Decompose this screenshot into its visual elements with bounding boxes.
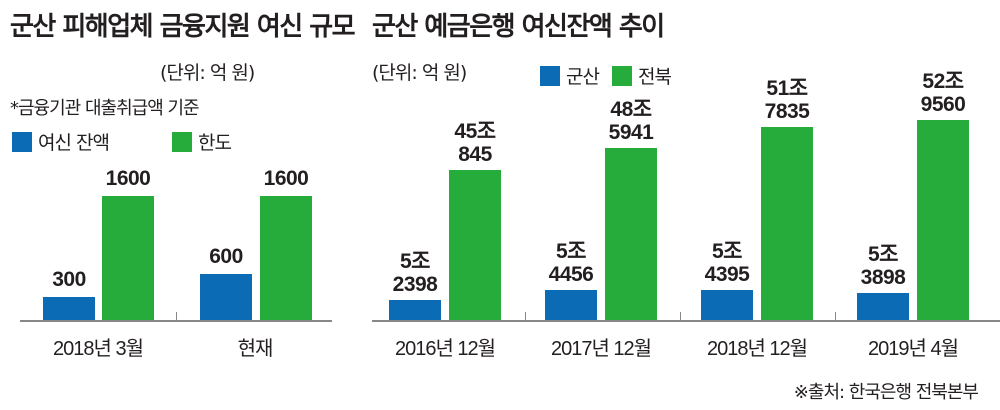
bar-jeonbuk (449, 170, 501, 320)
data-label: 300 (52, 267, 86, 291)
right-chart-title: 군산 예금은행 여신잔액 추이 (372, 12, 665, 42)
data-label: 5조 3898 (860, 242, 906, 289)
bar-jeonbuk (761, 127, 813, 320)
left-chart-note: *금융기관 대출취급액 기준 (10, 98, 200, 119)
source-note: ※출처: 한국은행 전북본부 (793, 382, 979, 403)
bar-gunsan (857, 292, 909, 320)
x-tick-label: 2018년 12월 (706, 338, 808, 360)
data-label: 48조 5941 (608, 97, 654, 144)
data-label: 45조 845 (454, 120, 496, 166)
left-chart-title: 군산 피해업체 금융지원 여신 규모 (10, 12, 356, 42)
group-divider-tick (835, 312, 836, 320)
x-axis (20, 320, 332, 322)
group-divider-tick (680, 312, 681, 320)
x-tick-label: 현재 (237, 338, 274, 360)
legend-item-gunsan: 군산 (540, 62, 600, 89)
legend-item-limit: 한도 (172, 128, 232, 155)
legend-label: 여신 잔액 (38, 132, 110, 154)
group-divider-tick (176, 312, 177, 320)
bar-jeonbuk (605, 147, 657, 320)
x-tick-label: 2018년 3월 (53, 338, 144, 360)
bar-gunsan (545, 289, 597, 320)
group-divider-tick (525, 312, 526, 320)
x-axis (372, 320, 1000, 322)
data-label: 5조 4395 (704, 240, 750, 287)
x-tick-label: 2017년 12월 (550, 338, 652, 360)
x-tick-label: 2016년 12월 (394, 338, 496, 360)
data-label: 600 (209, 244, 243, 268)
bar-limit (260, 196, 312, 320)
legend-label: 전북 (638, 66, 672, 88)
bar-limit (102, 196, 154, 320)
legend-swatch-green (172, 131, 192, 152)
left-chart-unit: (단위: 억 원) (160, 62, 255, 84)
right-chart-unit: (단위: 억 원) (372, 62, 467, 84)
legend-swatch-blue (12, 131, 32, 152)
data-label: 52조 9560 (920, 70, 966, 117)
bar-loan-balance (200, 273, 252, 320)
legend-item-jeonbuk: 전북 (612, 62, 672, 89)
x-tick-label: 2019년 4월 (868, 338, 959, 360)
bar-jeonbuk (917, 120, 969, 320)
bar-loan-balance (43, 296, 95, 320)
bar-gunsan (389, 300, 441, 320)
legend-item-loan-balance: 여신 잔액 (12, 128, 110, 155)
bar-gunsan (701, 290, 753, 320)
legend-label: 한도 (198, 132, 232, 154)
legend-label: 군산 (566, 66, 600, 88)
data-label: 1600 (263, 167, 309, 190)
legend-swatch-green (612, 65, 632, 86)
data-label: 51조 7835 (764, 77, 810, 124)
data-label: 1600 (105, 167, 151, 190)
legend-swatch-blue (540, 65, 560, 86)
data-label: 5조 4456 (548, 239, 594, 286)
data-label: 5조 2398 (392, 250, 438, 296)
